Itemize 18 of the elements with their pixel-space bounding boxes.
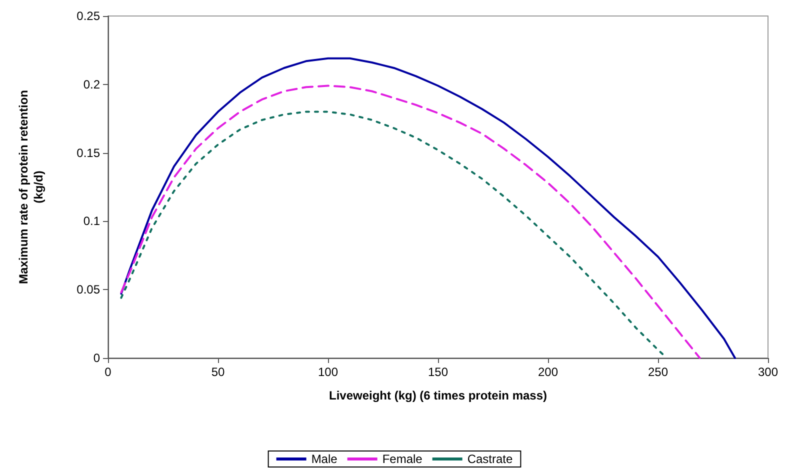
- legend-label: Female: [382, 452, 423, 466]
- x-tick-label: 150: [428, 365, 448, 379]
- legend-label: Castrate: [467, 452, 514, 466]
- x-tick-label: 200: [538, 365, 558, 379]
- y-tick-label: 0.05: [76, 282, 100, 297]
- legend-label: Male: [311, 452, 338, 466]
- x-axis-title: Liveweight (kg) (6 times protein mass): [328, 388, 548, 402]
- y-tick-label: 0.2: [83, 77, 100, 92]
- x-tick-label: 300: [758, 365, 778, 379]
- y-tick-label: 0: [93, 351, 100, 365]
- y-axis-title: Maximum rate of protein retention (kg/d): [16, 90, 46, 284]
- y-tick-label: 0.15: [76, 146, 100, 160]
- y-tick-label: 0.1: [83, 214, 100, 228]
- y-tick-label: 0.25: [76, 9, 100, 23]
- x-tick-label: 50: [211, 365, 225, 379]
- x-tick-label: 0: [104, 365, 112, 379]
- x-tick-label: 250: [648, 365, 668, 379]
- x-tick-label: 100: [318, 365, 338, 379]
